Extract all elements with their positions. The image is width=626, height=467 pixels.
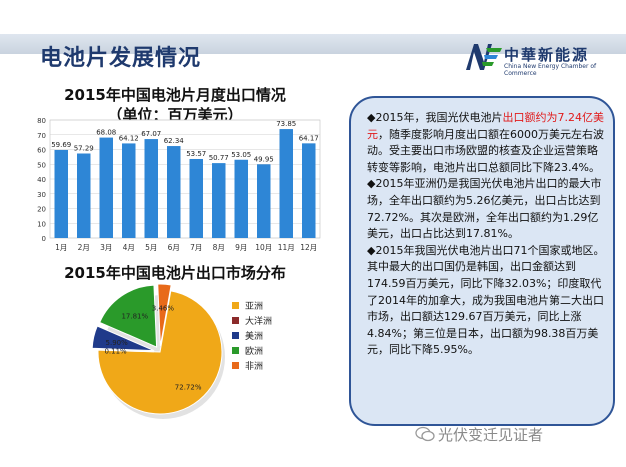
y-tick-label: 10: [37, 220, 46, 228]
x-tick-label: 2月: [78, 243, 90, 252]
pie-data-label: 0.11%: [104, 347, 127, 355]
x-tick-label: 9月: [235, 243, 247, 252]
data-label: 50.77: [209, 154, 229, 162]
x-tick-label: 10月: [255, 243, 272, 252]
legend-label: 非洲: [245, 360, 263, 372]
y-tick-label: 70: [37, 132, 46, 140]
legend-swatch: [232, 332, 239, 339]
pie-slice: [91, 348, 155, 353]
logo: 中華新能源 China New Energy Chamber of Commer…: [462, 40, 622, 77]
pie-chart-title: 2015年中国电池片出口市场分布: [64, 264, 286, 282]
data-label: 53.57: [186, 150, 206, 158]
bar: [144, 139, 158, 238]
y-tick-label: 60: [37, 147, 46, 155]
legend-swatch: [232, 347, 239, 354]
bar: [122, 143, 136, 238]
data-label: 64.17: [299, 134, 319, 142]
data-label: 62.34: [164, 137, 185, 145]
x-tick-label: 6月: [168, 243, 180, 252]
x-tick-label: 1月: [55, 243, 67, 252]
data-label: 53.05: [231, 151, 251, 159]
pie-slice: [97, 290, 223, 415]
y-tick-label: 80: [37, 117, 46, 125]
legend-swatch: [232, 302, 239, 309]
data-label: 67.07: [141, 130, 161, 138]
bar: [212, 163, 226, 238]
logo-text: 中華新能源: [504, 46, 590, 64]
bar: [279, 129, 293, 238]
wechat-icon: [415, 426, 435, 442]
bar-chart: 0 10 20 30 40 50 60 70 80 59.69 1月 57.29 2月 68.08 3月 64…: [37, 117, 321, 252]
page-title: 电池片发展情况: [40, 46, 202, 71]
x-tick-label: 5月: [145, 243, 157, 252]
logo-mark-icon: [466, 44, 502, 70]
bar: [77, 153, 91, 238]
bar-chart-subtitle: （单位：百万美元）: [107, 106, 243, 124]
summary-p1-end: ，随季度影响月度出口额在6000万美元左右波动。受主要出口市场欧盟的核查及企业运…: [367, 127, 604, 174]
header-band: [0, 34, 626, 54]
bar: [302, 143, 316, 238]
logo-subtext: China New Energy Chamber of Commerce: [504, 63, 597, 77]
x-tick-label: 4月: [123, 243, 135, 252]
pie-data-label: 5.90%: [106, 339, 129, 347]
legend-label: 亚洲: [245, 301, 263, 312]
summary-paragraph-2: ◆2015年亚洲仍是我国光伏电池片出口的最大市场，全年出口额约为5.26亿美元，…: [367, 177, 602, 241]
pie-data-label: 3.46%: [152, 305, 175, 313]
summary-p1-start: ◆2015年，我国光伏电池片: [367, 111, 503, 124]
header: 电池片发展情况 中華新能源 China New Energy Chamber o…: [0, 18, 626, 77]
summary-p1-highlight: 出口额约为7.24亿美元: [367, 111, 604, 141]
watermark-text: 光伏变迁见证者: [438, 426, 544, 444]
summary-textbox: ◆2015年，我国光伏电池片出口额约为7.24亿美元，随季度影响月度出口额在60…: [349, 96, 615, 426]
data-label: 59.69: [51, 141, 71, 149]
data-label: 57.29: [74, 144, 94, 152]
x-tick-label: 7月: [190, 243, 202, 252]
summary-paragraph-3: ◆2015年我国光伏电池片出口71个国家或地区。其中最大的出口国仍是韩国，出口金…: [367, 243, 605, 357]
bar: [54, 149, 68, 238]
x-tick-label: 11月: [278, 243, 295, 252]
pie-data-label: 72.72%: [175, 384, 202, 392]
y-tick-label: 30: [37, 191, 46, 199]
bar: [99, 137, 113, 238]
data-label: 64.12: [119, 134, 139, 142]
bar: [167, 146, 181, 238]
legend-swatch: [232, 362, 239, 369]
summary-paragraph-1: ◆2015年，我国光伏电池片出口额约为7.24亿美元，随季度影响月度出口额在60…: [367, 110, 605, 176]
x-tick-label: 3月: [100, 243, 112, 252]
data-label: 49.95: [254, 155, 274, 163]
bar-chart-title: 2015年中国电池片月度出口情况: [64, 86, 286, 104]
y-tick-label: 0: [42, 235, 46, 243]
legend-label: 美洲: [245, 330, 263, 342]
y-tick-label: 40: [37, 176, 46, 184]
y-tick-label: 20: [37, 206, 46, 214]
data-label: 73.85: [276, 120, 296, 128]
pie-data-label: 17.81%: [121, 312, 148, 320]
legend-label: 欧洲: [245, 345, 263, 357]
bar: [189, 158, 203, 238]
data-label: 68.08: [96, 129, 116, 137]
x-tick-label: 12月: [300, 243, 317, 252]
legend-swatch: [232, 317, 239, 324]
pie-slice: [99, 284, 158, 348]
pie-slice: [157, 283, 172, 347]
pie-slice: [91, 325, 155, 352]
legend-label: 大洋洲: [245, 315, 272, 327]
y-tick-label: 50: [37, 161, 46, 169]
bar: [257, 164, 271, 238]
x-tick-label: 8月: [213, 243, 225, 252]
bar: [234, 159, 248, 238]
